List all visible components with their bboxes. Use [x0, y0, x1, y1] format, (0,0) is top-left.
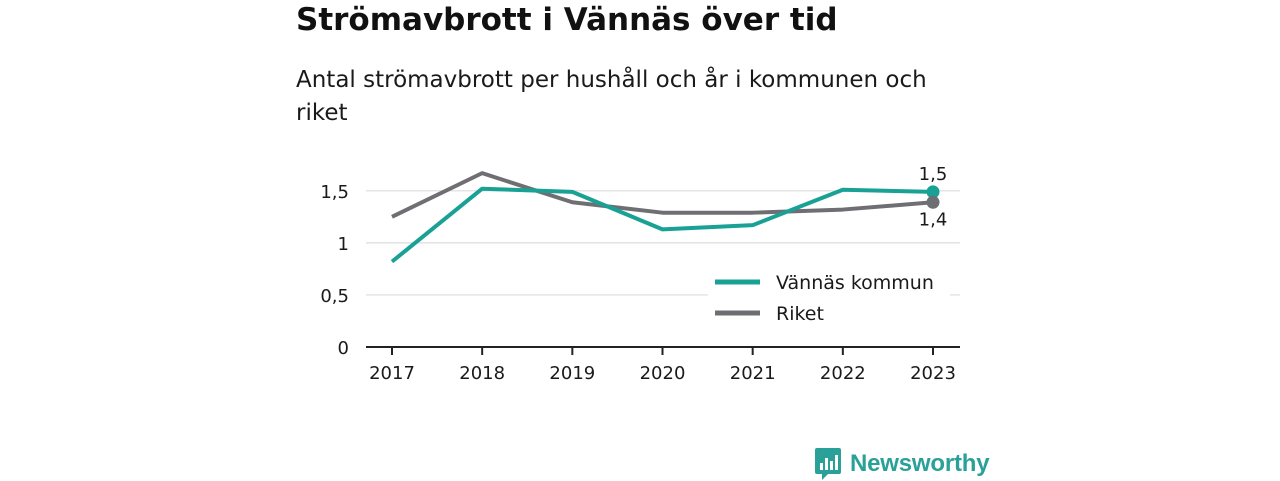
end-marker [926, 195, 940, 209]
x-tick-label: 2022 [820, 363, 866, 384]
newsworthy-logo-icon [815, 448, 841, 480]
end-marker [926, 185, 940, 199]
x-tick-label: 2023 [910, 363, 956, 384]
end-value-label: 1,5 [919, 164, 948, 185]
series-line-riket [391, 171, 934, 219]
series-lines [390, 171, 934, 264]
x-tick-label: 2018 [459, 363, 505, 384]
legend-background [708, 266, 950, 332]
series-line-vännäs-kommun [390, 186, 934, 264]
end-value-label: 1,4 [919, 209, 948, 230]
x-tick-label: 2017 [369, 363, 415, 384]
y-tick-label: 0,5 [320, 286, 349, 307]
brand-name: Newsworthy [850, 450, 990, 477]
y-tick-label: 1,5 [320, 182, 349, 203]
x-tick-label: 2020 [640, 363, 686, 384]
x-tick-label: 2021 [730, 363, 776, 384]
chart-title: Strömavbrott i Vännäs över tid [296, 2, 838, 38]
axes: 0 0,5 1 1,5 2017 2018 2019 2020 2021 2022 2023 [320, 182, 960, 384]
x-tick-label: 2019 [549, 363, 595, 384]
newsworthy-logo: Newsworthy [814, 447, 990, 481]
chart-subtitle: Antal strömavbrott per hushåll och år i … [296, 67, 927, 126]
legend: Vännäs kommun Riket [708, 266, 950, 332]
legend-label: Vännäs kommun [776, 272, 934, 294]
legend-label: Riket [776, 303, 824, 325]
y-tick-label: 1 [338, 234, 349, 255]
y-tick-label: 0 [338, 338, 349, 359]
end-labels: 1,5 1,4 [919, 164, 948, 230]
